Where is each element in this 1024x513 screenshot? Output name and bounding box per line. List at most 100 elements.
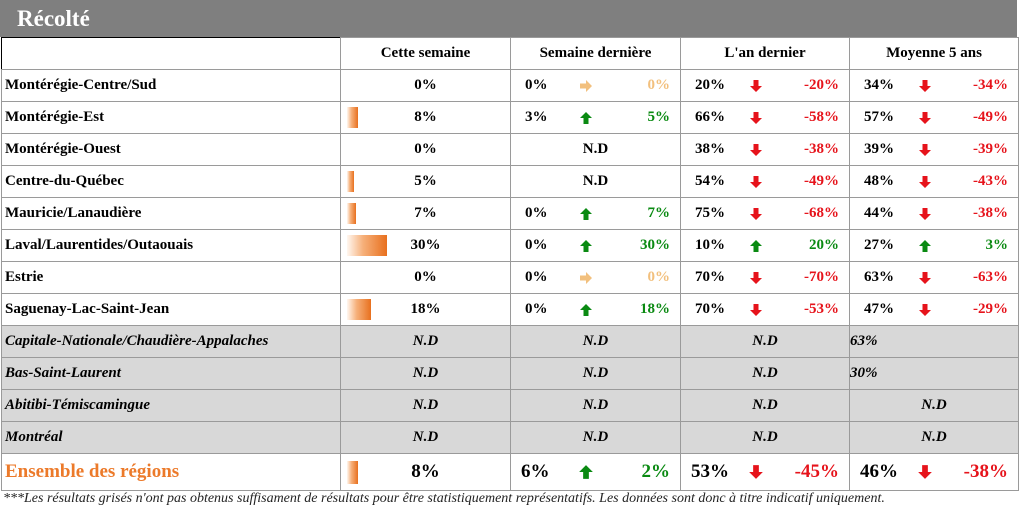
table-row: Centre-du-Québec 5% N.D 54% -49% 48% -43% [1,165,1019,198]
five-year-avg-cell: 27% 3% [849,229,1019,262]
data-bar [347,203,356,224]
last-year-cell: 10% 20% [680,229,850,262]
last-year-cell: 20% -20% [680,69,850,102]
last-week-cell: 3% 5% [510,101,681,134]
this-week-cell: N.D [340,389,511,422]
arrow-up-icon [569,239,603,253]
footnote: ***Les résultats grisés n'ont pas obtenu… [3,491,885,506]
this-week-value: 0% [414,269,437,285]
comparison: 27% 3% [851,231,1018,261]
comparison: 38% -38% [682,135,849,165]
five-year-avg-cell: 44% -38% [849,197,1019,230]
change: -45% [794,461,839,482]
change: -68% [804,205,839,221]
change: -20% [804,77,839,93]
change: 3% [985,237,1009,253]
this-week-value: 18% [410,301,441,317]
arrow-up-icon [569,111,603,125]
change: -63% [973,269,1008,285]
this-week-value: 0% [414,141,437,157]
five-year-avg-cell: N.D [849,389,1019,422]
arrow-down-icon [739,111,773,125]
last-week-cell: 6% 2% [510,453,681,491]
change: -49% [973,109,1008,125]
change: 18% [640,301,670,317]
value: 75% [695,205,725,221]
value: 0% [525,269,548,285]
value: 34% [864,77,894,93]
five-year-avg-cell: 63% -63% [849,261,1019,294]
table-row-insufficient: Abitibi-Témiscamingue N.D N.D N.D N.D [1,389,1019,422]
five-year-avg-cell: N.D [849,421,1019,454]
value: 70% [695,301,725,317]
arrow-up-icon [739,239,773,253]
comparison: 70% -70% [682,263,849,293]
arrow-down-icon [739,303,773,317]
table-row: Montérégie-Centre/Sud 0% 0% 0% 20% -20% 34% -34… [1,69,1019,102]
arrow-up-icon [908,239,942,253]
comparison: 10% 20% [682,231,849,261]
arrow-right-icon [569,79,603,93]
region-name: Montréal [1,421,341,454]
arrow-right-icon [569,271,603,285]
value: 38% [695,141,725,157]
last-week-cell: 0% 30% [510,229,681,262]
comparison: 20% -20% [682,71,849,101]
last-week-cell: N.D [510,325,681,358]
value: 70% [695,269,725,285]
this-week-value: 7% [414,205,437,221]
comparison: 53% -45% [682,455,849,490]
five-year-avg-cell: 34% -34% [849,69,1019,102]
arrow-down-icon [908,271,942,285]
value: 53% [691,461,729,482]
region-name: Centre-du-Québec [1,165,341,198]
region-name: Montérégie-Est [1,101,341,134]
last-week-cell: N.D [510,133,681,166]
comparison: 66% -58% [682,103,849,133]
arrow-up-icon [569,303,603,317]
this-week-value: 8% [411,461,440,482]
comparison: 63% -63% [851,263,1018,293]
five-year-avg-cell: 47% -29% [849,293,1019,326]
region-name: Capitale-Nationale/Chaudière-Appalaches [1,325,341,358]
arrow-up-icon [569,207,603,221]
region-name: Abitibi-Témiscamingue [1,389,341,422]
comparison: 34% -34% [851,71,1018,101]
arrow-down-icon [739,175,773,189]
table-row-insufficient: Montréal N.D N.D N.D N.D [1,421,1019,454]
change: 7% [647,205,671,221]
last-year-cell: 66% -58% [680,101,850,134]
this-week-cell: 8% [340,101,511,134]
region-name: Estrie [1,261,341,294]
table-row: Montérégie-Ouest 0% N.D 38% -38% 39% -39% [1,133,1019,166]
last-year-cell: 70% -70% [680,261,850,294]
region-name: Montérégie-Centre/Sud [1,69,341,102]
arrow-down-icon [908,79,942,93]
data-bar [347,461,358,484]
comparison: 0% 0% [512,71,680,101]
col-header-last-week: Semaine dernière [510,37,681,70]
value: 46% [860,461,898,482]
comparison: 48% -43% [851,167,1018,197]
this-week-cell: N.D [340,421,511,454]
last-year-cell: 70% -53% [680,293,850,326]
value: 27% [864,237,894,253]
region-name: Saguenay-Lac-Saint-Jean [1,293,341,326]
this-week-cell: N.D [340,325,511,358]
comparison: 44% -38% [851,199,1018,229]
page-title: Récolté [0,0,1017,37]
arrow-down-icon [908,303,942,317]
value: 3% [525,109,548,125]
arrow-down-icon [908,143,942,157]
change: 30% [640,237,670,253]
region-name: Bas-Saint-Laurent [1,357,341,390]
region-name: Mauricie/Lanaudière [1,197,341,230]
change: -38% [963,461,1008,482]
data-bar [347,107,358,128]
last-year-cell: 53% -45% [680,453,850,491]
value: 20% [695,77,725,93]
table-row: Estrie 0% 0% 0% 70% -70% 63% -63% [1,261,1019,294]
total-row: Ensemble des régions 8% 6% 2% 53% -45% 46% -38% [1,453,1019,491]
value: 57% [864,109,894,125]
table-row-insufficient: Capitale-Nationale/Chaudière-Appalaches N… [1,325,1019,358]
